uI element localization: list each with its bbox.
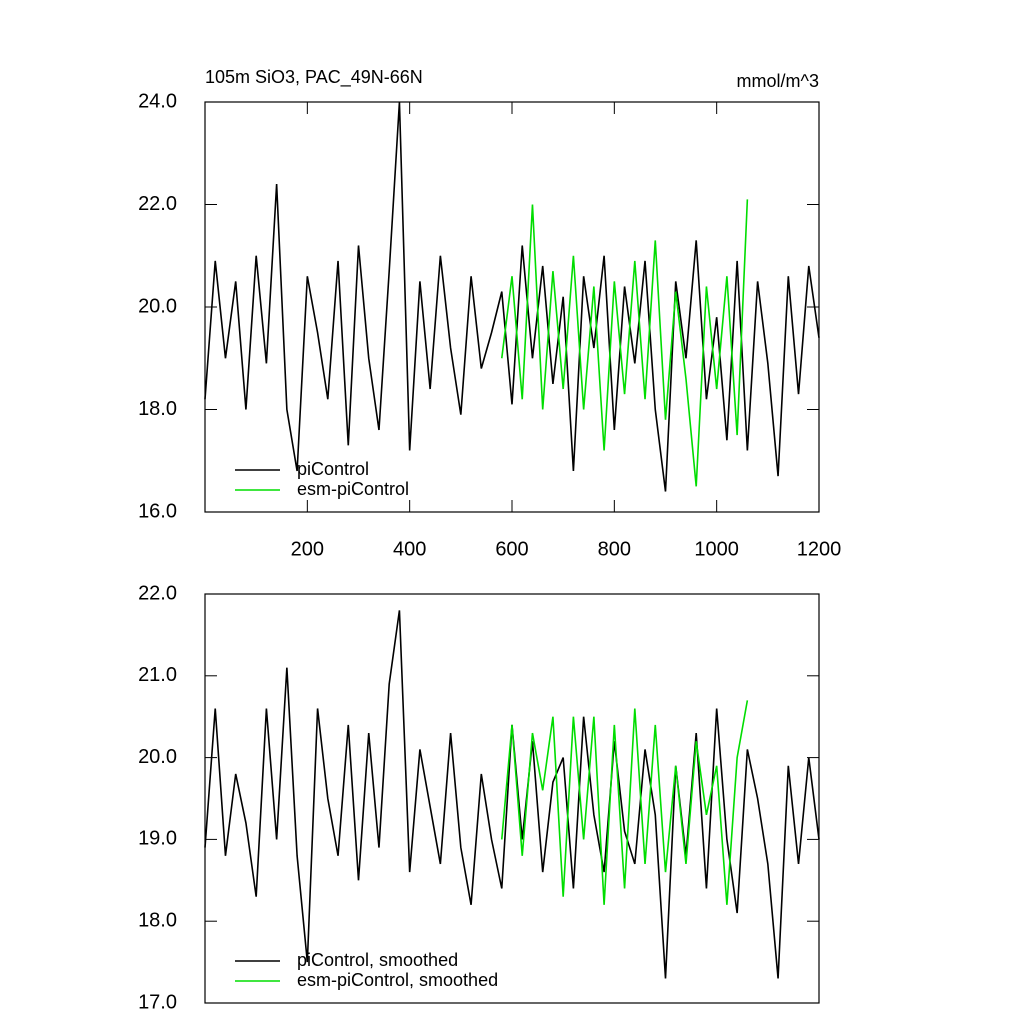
y-tick-label: 20.0 — [138, 295, 177, 317]
series-line — [204, 610, 820, 979]
plot-frame — [204, 593, 820, 1004]
x-tick-label: 800 — [598, 538, 631, 560]
units-label: mmol/m^3 — [737, 71, 819, 91]
y-tick-label: 20.0 — [138, 746, 177, 768]
plot-frame — [204, 101, 820, 513]
legend-label: piControl, smoothed — [297, 950, 458, 970]
y-tick-label: 16.0 — [138, 500, 177, 522]
y-tick-label: 17.0 — [138, 991, 177, 1013]
y-tick-label: 24.0 — [138, 90, 177, 112]
y-tick-label: 19.0 — [138, 828, 177, 850]
series-line — [204, 101, 820, 492]
x-tick-label: 1200 — [797, 538, 842, 560]
y-tick-label: 18.0 — [138, 398, 177, 420]
x-tick-label: 1000 — [694, 538, 739, 560]
legend-label: piControl — [297, 459, 369, 479]
legend-label: esm-piControl, smoothed — [297, 970, 498, 990]
x-tick-label: 600 — [495, 538, 528, 560]
y-tick-label: 18.0 — [138, 909, 177, 931]
chart-title: 105m SiO3, PAC_49N-66N — [205, 67, 423, 88]
series-line — [500, 199, 749, 487]
series-line — [500, 700, 749, 905]
y-tick-label: 21.0 — [138, 664, 177, 686]
y-tick-label: 22.0 — [138, 193, 177, 215]
x-tick-label: 200 — [291, 538, 324, 560]
x-tick-label: 400 — [393, 538, 426, 560]
legend-label: esm-piControl — [297, 479, 409, 499]
y-tick-label: 22.0 — [138, 582, 177, 604]
